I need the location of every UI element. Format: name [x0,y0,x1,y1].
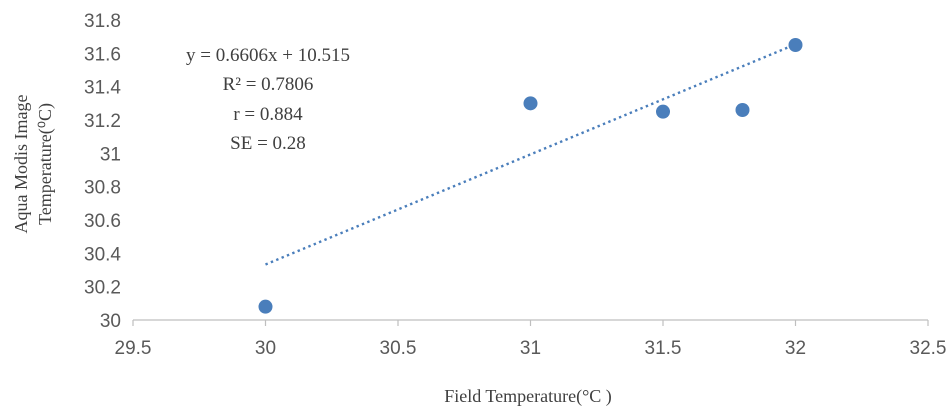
y-tick-label: 31.2 [84,111,121,132]
y-tick-label: 31 [100,144,121,165]
data-point [736,103,750,117]
annotation-r-squared: R² = 0.7806 [223,74,314,95]
x-tick-label: 30 [255,338,276,359]
x-tick-label: 31 [520,338,541,359]
annotation-equation: y = 0.6606x + 10.515 [186,45,350,66]
y-tick-label: 31.8 [84,11,121,32]
data-point [656,105,670,119]
x-tick-label: 32 [785,338,806,359]
y-tick-label: 30.8 [84,178,121,199]
trendline [266,44,796,264]
x-tick-label: 30.5 [380,338,417,359]
y-axis-title-line2: Temperature(⁰C) [35,103,56,225]
trendline-group [266,44,796,264]
regression-annotations: y = 0.6606x + 10.515 R² = 0.7806 r = 0.8… [186,45,350,154]
data-point [789,38,803,52]
x-tick-label: 31.5 [645,338,682,359]
y-tick-label: 31.4 [84,78,121,99]
x-axis: 29.5 30 30.5 31 31.5 32 32.5 [115,320,947,359]
annotation-r: r = 0.884 [233,104,303,125]
data-point [259,300,273,314]
y-tick-label: 30.4 [84,244,121,265]
y-tick-label: 30.2 [84,278,121,299]
y-axis-title-line1: Aqua Modis Image [11,95,31,234]
x-tick-label: 32.5 [910,338,947,359]
data-points [259,38,803,314]
data-point [524,96,538,110]
x-axis-title: Field Temperature(°C ) [444,386,612,407]
x-tick-label: 29.5 [115,338,152,359]
y-axis-ticks: 30 30.2 30.4 30.6 30.8 31 31.2 31.4 31.6 31.8 [84,11,121,332]
y-tick-label: 30 [100,311,121,332]
annotation-se: SE = 0.28 [230,133,306,154]
y-tick-label: 31.6 [84,44,121,65]
y-tick-label: 30.6 [84,211,121,232]
